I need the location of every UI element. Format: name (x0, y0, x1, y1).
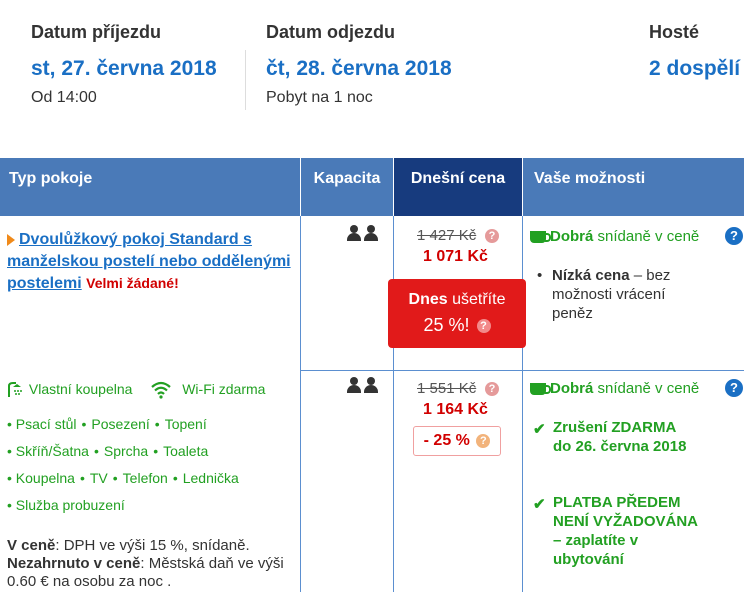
arrival-time: Od 14:00 (31, 89, 97, 106)
feature-item: Sprcha (103, 443, 149, 459)
departure-label: Datum odjezdu (266, 22, 395, 42)
grid-line (300, 216, 301, 592)
new-price: 1 164 Kč (423, 401, 488, 418)
features-line-1: • Psací stůl • Posezení • Topení (7, 416, 207, 432)
feature-item: Telefon (122, 470, 168, 486)
capacity-2-persons-icon (347, 377, 381, 398)
wifi-icon (150, 381, 172, 399)
features-line-3: • Koupelna • TV • Telefon • Lednička (7, 470, 239, 486)
savings-label: ušetříte (452, 291, 506, 308)
no-prepayment-option: ✔ PLATBA PŘEDEM NENÍ VYŽADOVÁNA – zaplat… (533, 493, 703, 569)
cancel-text: Zrušení ZDARMA do 26. června 2018 (553, 419, 687, 455)
features-line-2: • Skříň/Šatna • Sprcha • Toaleta (7, 443, 209, 459)
feature-item: Psací stůl (15, 416, 77, 432)
feature-item: Topení (164, 416, 207, 432)
price-info-icon[interactable]: ? (485, 382, 499, 396)
excluded-text: : Městská daň ve výši 0.60 € na osobu za… (7, 555, 284, 590)
coffee-cup-icon (530, 383, 551, 396)
feature-item: Posezení (91, 416, 150, 432)
coffee-cup-icon (530, 231, 551, 244)
feature-item: Skříň/Šatna (15, 443, 89, 459)
room-name-link[interactable]: Dvoulůžkový pokoj Standard s manželskou … (7, 231, 291, 292)
arrival-label: Datum příjezdu (31, 22, 162, 42)
amenity-bathroom: Vlastní koupelna (28, 381, 133, 397)
prepay-text: – zaplatíte v ubytování (553, 532, 639, 568)
price-conditions: V ceně: DPH ve výši 15 %, snídaně. Nezah… (7, 537, 295, 591)
shower-icon (7, 381, 25, 399)
price-info-icon[interactable]: ? (485, 229, 499, 243)
old-price: 1 427 Kč (417, 227, 477, 244)
row-divider (300, 370, 744, 371)
low-price-text: – bez možnosti vrácení peněz (552, 267, 671, 322)
room-title-block: Dvoulůžkový pokoj Standard s manželskou … (7, 229, 292, 295)
arrival-date[interactable]: st, 27. června 2018 (31, 57, 217, 80)
col-capacity-header: Kapacita (301, 158, 393, 216)
low-price-label: Nízká cena (552, 267, 630, 284)
col-price-header: Dnešní cena (394, 158, 522, 216)
feature-item: TV (89, 470, 108, 486)
feature-item: Služba probuzení (15, 497, 125, 513)
prepay-label: PLATBA PŘEDEM NENÍ VYŽADOVÁNA (553, 494, 698, 530)
capacity-2-persons-icon (347, 225, 381, 246)
new-price: 1 071 Kč (423, 248, 488, 265)
checkmark-icon: ✔ (533, 421, 546, 438)
savings-today: Dnes (408, 291, 448, 308)
grid-line (393, 216, 394, 592)
breakfast-option: Dobrá snídaně v ceně (530, 228, 720, 245)
low-price-option: • Nízká cena – bez možnosti vrácení peně… (537, 267, 671, 322)
demand-badge: Velmi žádané! (86, 275, 179, 291)
feature-item: Lednička (182, 470, 239, 486)
breakfast-option: Dobrá snídaně v ceně (530, 380, 720, 397)
free-cancellation-option: ✔ Zrušení ZDARMA do 26. června 2018 (533, 418, 693, 456)
grid-line (522, 216, 523, 592)
discount-badge: - 25 % ? (413, 426, 501, 456)
savings-percent: 25 %! (423, 315, 470, 335)
features-line-4: • Služba probuzení (7, 497, 125, 513)
included-text: : DPH ve výši 15 %, snídaně. (55, 537, 250, 554)
col-room-header: Typ pokoje (0, 158, 300, 216)
departure-date[interactable]: čt, 28. června 2018 (266, 57, 452, 80)
checkmark-icon: ✔ (533, 496, 546, 513)
options-info-icon[interactable]: ? (725, 379, 743, 397)
col-options-header: Vaše možnosti (523, 158, 744, 216)
excluded-label: Nezahrnuto v ceně (7, 555, 141, 572)
guests-value[interactable]: 2 dospělí (649, 57, 741, 80)
top-amenities: Vlastní koupelna Wi-Fi zdarma (7, 381, 297, 399)
guests-label: Hosté (649, 22, 700, 42)
savings-info-icon[interactable]: ? (476, 319, 491, 334)
options-info-icon[interactable]: ? (725, 227, 743, 245)
expand-arrow-icon[interactable] (7, 233, 15, 246)
savings-badge: Dnes ušetříte 25 %! ? (388, 279, 526, 348)
discount-info-icon[interactable]: ? (476, 433, 491, 448)
included-label: V ceně (7, 537, 56, 554)
feature-item: Koupelna (15, 470, 75, 486)
amenity-wifi: Wi-Fi zdarma (182, 381, 266, 397)
feature-item: Toaleta (163, 443, 209, 459)
old-price: 1 551 Kč (417, 380, 477, 397)
header-divider (245, 50, 246, 110)
stay-length: Pobyt na 1 noc (266, 89, 373, 106)
